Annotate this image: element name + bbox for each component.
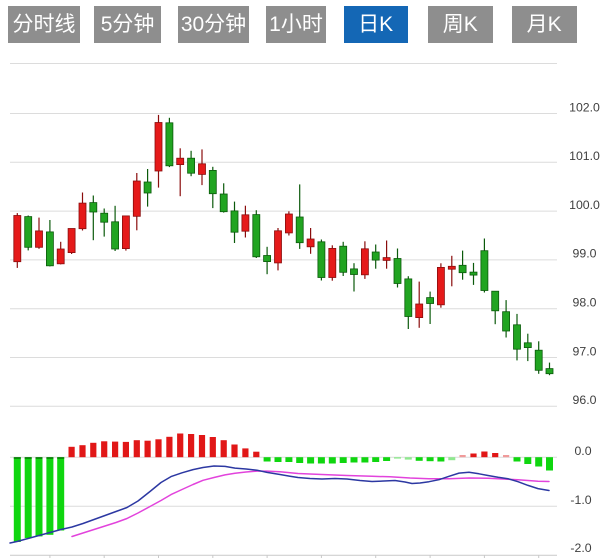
- svg-text:101.0: 101.0: [569, 149, 600, 163]
- svg-text:-2.0: -2.0: [570, 541, 591, 555]
- svg-text:0.0: 0.0: [574, 444, 591, 458]
- svg-text:100.0: 100.0: [569, 198, 600, 212]
- svg-text:99.0: 99.0: [573, 247, 597, 261]
- svg-text:98.0: 98.0: [573, 296, 597, 310]
- svg-text:97.0: 97.0: [573, 344, 597, 358]
- svg-text:96.0: 96.0: [573, 393, 597, 407]
- svg-text:102.0: 102.0: [569, 100, 600, 114]
- svg-text:-1.0: -1.0: [570, 493, 591, 507]
